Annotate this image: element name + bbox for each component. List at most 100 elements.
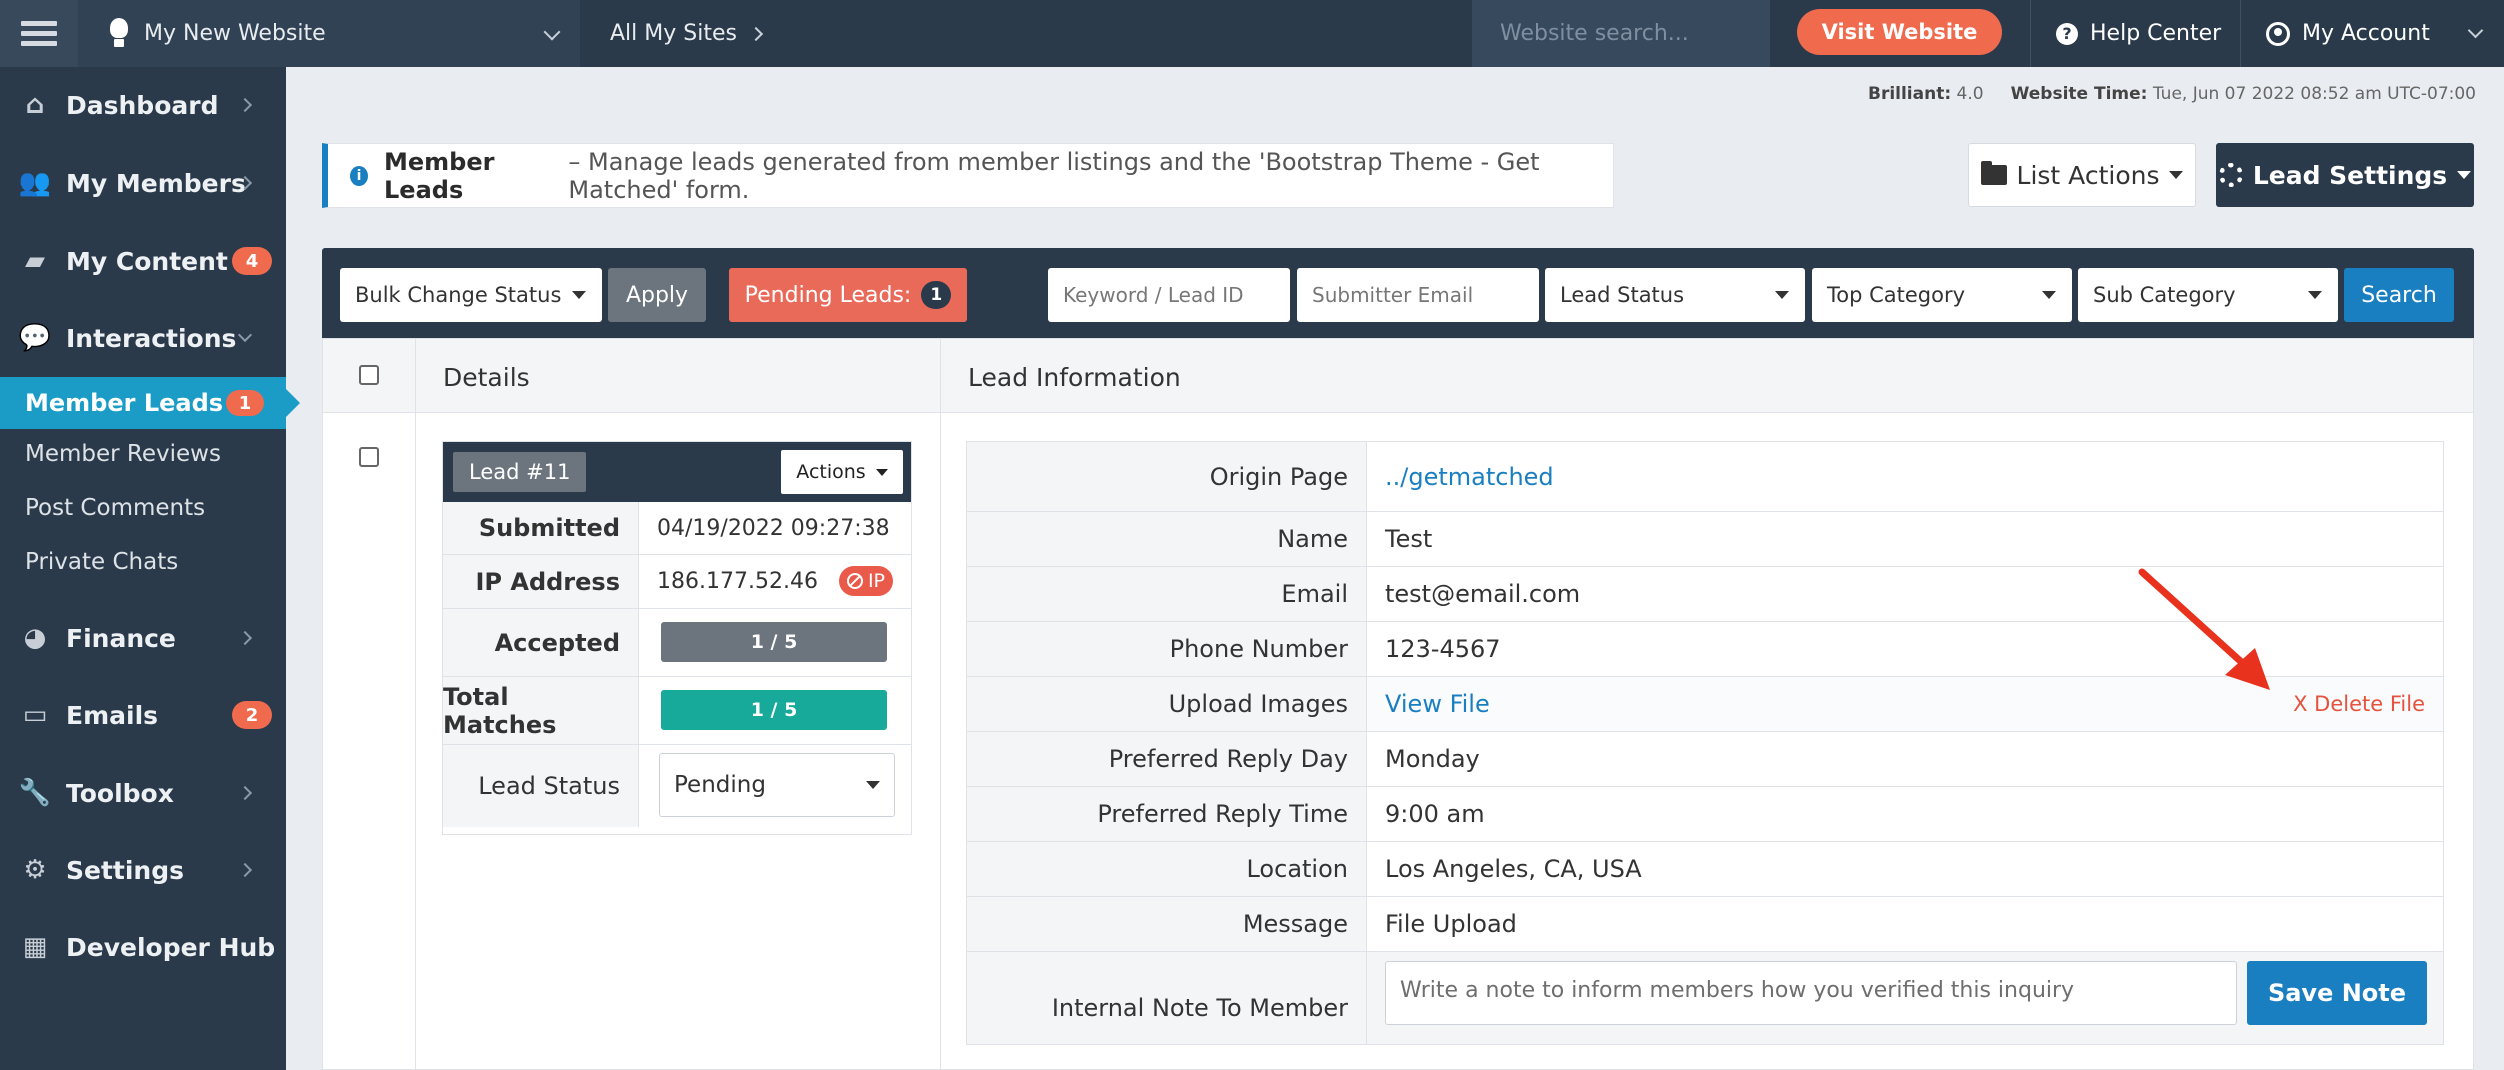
- submitter-email-input[interactable]: [1312, 283, 1539, 307]
- my-account-label: My Account: [2302, 21, 2430, 46]
- ban-icon: [846, 573, 863, 589]
- sidebar-item-toolbox[interactable]: 🔧 Toolbox: [0, 763, 286, 823]
- lead-details-card: Lead #11 Actions Submitted 04/19/2022 09…: [442, 441, 912, 835]
- sidebar-item-finance[interactable]: ◕ Finance: [0, 608, 286, 668]
- list-actions-button[interactable]: List Actions: [1968, 143, 2196, 207]
- total-matches-progress: 1 / 5: [661, 690, 887, 730]
- menu-toggle-button[interactable]: [0, 0, 78, 67]
- my-account-menu[interactable]: My Account: [2266, 0, 2484, 67]
- sidebar-item-member-leads[interactable]: Member Leads 1: [0, 377, 300, 429]
- top-category-select[interactable]: Top Category: [1812, 268, 2072, 322]
- site-meta: Brilliant: 4.0 Website Time: Tue, Jun 07…: [1868, 84, 2476, 104]
- help-center-label: Help Center: [2090, 21, 2222, 46]
- sidebar: ⌂ Dashboard 👥 My Members ▰ My Content 4 …: [0, 67, 300, 1070]
- save-note-button[interactable]: Save Note: [2247, 961, 2427, 1025]
- info-row-reply-time: Preferred Reply Time 9:00 am: [967, 787, 2443, 842]
- row-checkbox[interactable]: [359, 447, 379, 467]
- accepted-label: Accepted: [443, 609, 639, 676]
- chevron-down-icon: [543, 23, 561, 41]
- info-label: Preferred Reply Time: [967, 787, 1367, 841]
- submitter-email-field: [1297, 268, 1539, 322]
- origin-page-link[interactable]: ../getmatched: [1385, 462, 1554, 491]
- column-header-lead-information: Lead Information: [968, 363, 1181, 392]
- info-value: 123-4567: [1385, 635, 1501, 663]
- folder-icon: ▰: [25, 246, 45, 276]
- all-sites-link[interactable]: All My Sites: [610, 0, 764, 67]
- annotation-arrow-icon: [2138, 568, 2270, 690]
- wrench-icon: 🔧: [18, 778, 52, 808]
- info-value: 9:00 am: [1385, 800, 1485, 828]
- info-value: Test: [1385, 525, 1433, 553]
- lead-information-table: Origin Page ../getmatched Name Test Emai…: [966, 441, 2444, 1045]
- submitted-value: 04/19/2022 09:27:38: [657, 515, 890, 541]
- divider: [2030, 0, 2031, 67]
- website-search-input[interactable]: [1500, 21, 1760, 46]
- lead-actions-button[interactable]: Actions: [781, 450, 903, 494]
- pending-leads-button[interactable]: Pending Leads: 1: [729, 268, 967, 322]
- sidebar-item-emails[interactable]: ▭ Emails 2: [0, 685, 286, 745]
- pie-chart-icon: ◕: [23, 623, 47, 653]
- search-button[interactable]: Search: [2344, 268, 2454, 322]
- lead-card-header: Lead #11 Actions: [443, 442, 911, 502]
- sidebar-item-dashboard[interactable]: ⌂ Dashboard: [0, 75, 286, 135]
- ip-address-value: 186.177.52.46: [657, 569, 818, 594]
- page-description: – Manage leads generated from member lis…: [568, 147, 1540, 204]
- visit-website-button[interactable]: Visit Website: [1797, 9, 2002, 55]
- folder-open-icon: [1980, 161, 2007, 185]
- lead-status-value: Pending: [674, 772, 766, 798]
- info-row-origin-page: Origin Page ../getmatched: [967, 442, 2443, 512]
- sidebar-item-developer-hub[interactable]: ▦ Developer Hub: [0, 917, 286, 977]
- caret-down-icon: [1775, 291, 1789, 299]
- info-row-internal-note: Internal Note To Member Save Note: [967, 952, 2443, 1044]
- chevron-right-icon: [237, 862, 253, 878]
- info-row-email: Email test@email.com: [967, 567, 2443, 622]
- site-selector[interactable]: My New Website: [78, 0, 580, 67]
- website-search: [1472, 0, 1770, 67]
- apply-button[interactable]: Apply: [608, 268, 706, 322]
- sidebar-item-my-members[interactable]: 👥 My Members: [0, 153, 286, 213]
- pending-leads-label: Pending Leads:: [744, 282, 912, 308]
- help-center-link[interactable]: ? Help Center: [2056, 0, 2221, 67]
- info-value: Monday: [1385, 745, 1480, 773]
- lead-accepted-row: Accepted 1 / 5: [443, 609, 911, 677]
- question-icon: ?: [2056, 22, 2078, 45]
- ban-ip-button[interactable]: IP: [838, 566, 893, 596]
- info-label: Email: [967, 567, 1367, 621]
- sub-category-select[interactable]: Sub Category: [2078, 268, 2338, 322]
- sidebar-item-member-reviews[interactable]: Member Reviews: [25, 441, 221, 467]
- caret-down-icon: [2308, 291, 2322, 299]
- lead-status-dropdown[interactable]: Pending: [659, 753, 895, 817]
- top-category-label: Top Category: [1827, 283, 1966, 307]
- info-label: Location: [967, 842, 1367, 896]
- keyword-input[interactable]: [1063, 283, 1290, 307]
- info-label: Name: [967, 512, 1367, 566]
- sidebar-item-my-content[interactable]: ▰ My Content 4: [0, 231, 286, 291]
- column-divider: [415, 339, 416, 1070]
- lead-settings-button[interactable]: Lead Settings: [2216, 143, 2474, 207]
- sidebar-item-label: Dashboard: [66, 90, 219, 120]
- select-all-checkbox[interactable]: [359, 365, 379, 385]
- internal-note-textarea[interactable]: [1385, 961, 2237, 1025]
- lead-status-select[interactable]: Lead Status: [1545, 268, 1805, 322]
- chevron-down-icon: [237, 327, 253, 343]
- delete-file-link[interactable]: X Delete File: [2293, 692, 2425, 716]
- lead-status-row: Lead Status Pending: [443, 745, 911, 827]
- sidebar-item-interactions[interactable]: 💬 Interactions: [0, 308, 286, 368]
- sidebar-item-label: Member Leads: [25, 389, 224, 417]
- chevron-down-icon: [2467, 22, 2484, 39]
- total-matches-label: Total Matches: [443, 677, 639, 744]
- view-file-link[interactable]: View File: [1385, 690, 1490, 718]
- bulk-change-status-label: Bulk Change Status: [355, 283, 562, 307]
- sidebar-item-private-chats[interactable]: Private Chats: [25, 549, 179, 575]
- brilliant-value: 4.0: [1956, 84, 1984, 104]
- info-label: Upload Images: [967, 677, 1367, 731]
- top-bar: My New Website All My Sites Visit Websit…: [0, 0, 2504, 67]
- chevron-right-icon: [237, 630, 253, 646]
- caret-down-icon: [2042, 291, 2056, 299]
- ban-ip-label: IP: [867, 570, 885, 592]
- bulk-change-status-select[interactable]: Bulk Change Status: [340, 268, 602, 322]
- sidebar-item-settings[interactable]: ⚙ Settings: [0, 840, 286, 900]
- list-actions-label: List Actions: [2016, 160, 2160, 190]
- sidebar-item-post-comments[interactable]: Post Comments: [25, 495, 206, 521]
- info-label: Internal Note To Member: [967, 952, 1367, 1044]
